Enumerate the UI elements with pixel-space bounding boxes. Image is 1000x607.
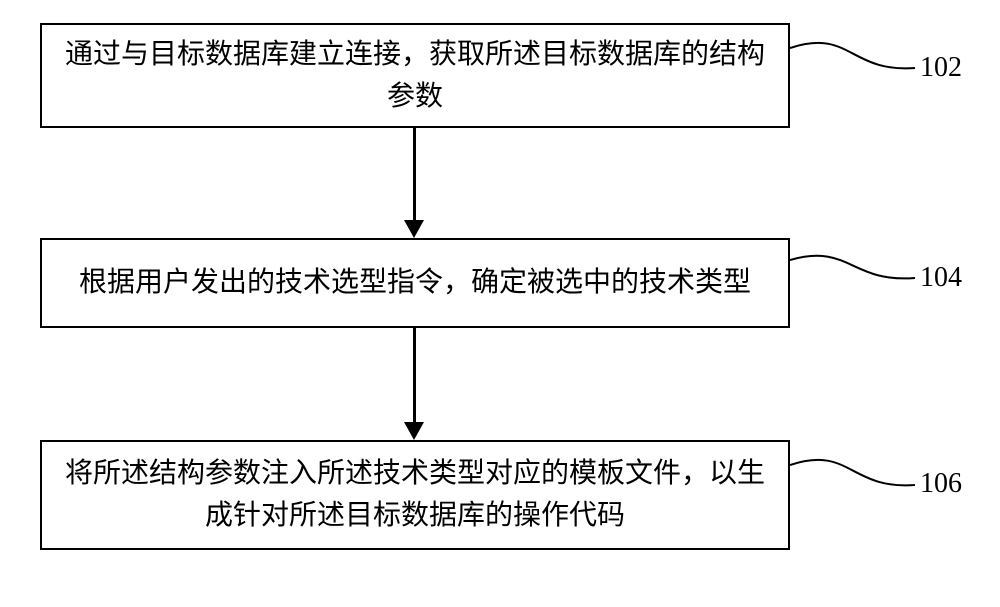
step-label-3: 106 bbox=[920, 468, 962, 500]
leader-3 bbox=[790, 440, 920, 500]
leader-2 bbox=[790, 238, 920, 293]
step-label-1: 102 bbox=[920, 52, 962, 84]
connector-1-2 bbox=[413, 128, 416, 220]
connector-2-3 bbox=[413, 328, 416, 422]
connector-arrow-2-3 bbox=[404, 422, 424, 440]
flowchart-container: 通过与目标数据库建立连接，获取所述目标数据库的结构参数 102 根据用户发出的技… bbox=[0, 0, 1000, 607]
leader-1 bbox=[790, 23, 920, 83]
step-text-3: 将所述结构参数注入所述技术类型对应的模板文件，以生成针对所述目标数据库的操作代码 bbox=[62, 453, 768, 537]
step-box-3: 将所述结构参数注入所述技术类型对应的模板文件，以生成针对所述目标数据库的操作代码 bbox=[40, 440, 790, 550]
step-box-2: 根据用户发出的技术选型指令，确定被选中的技术类型 bbox=[40, 238, 790, 328]
connector-arrow-1-2 bbox=[404, 220, 424, 238]
step-box-1: 通过与目标数据库建立连接，获取所述目标数据库的结构参数 bbox=[40, 23, 790, 128]
step-label-2: 104 bbox=[920, 262, 962, 294]
step-text-2: 根据用户发出的技术选型指令，确定被选中的技术类型 bbox=[79, 262, 751, 304]
step-text-1: 通过与目标数据库建立连接，获取所述目标数据库的结构参数 bbox=[62, 34, 768, 118]
